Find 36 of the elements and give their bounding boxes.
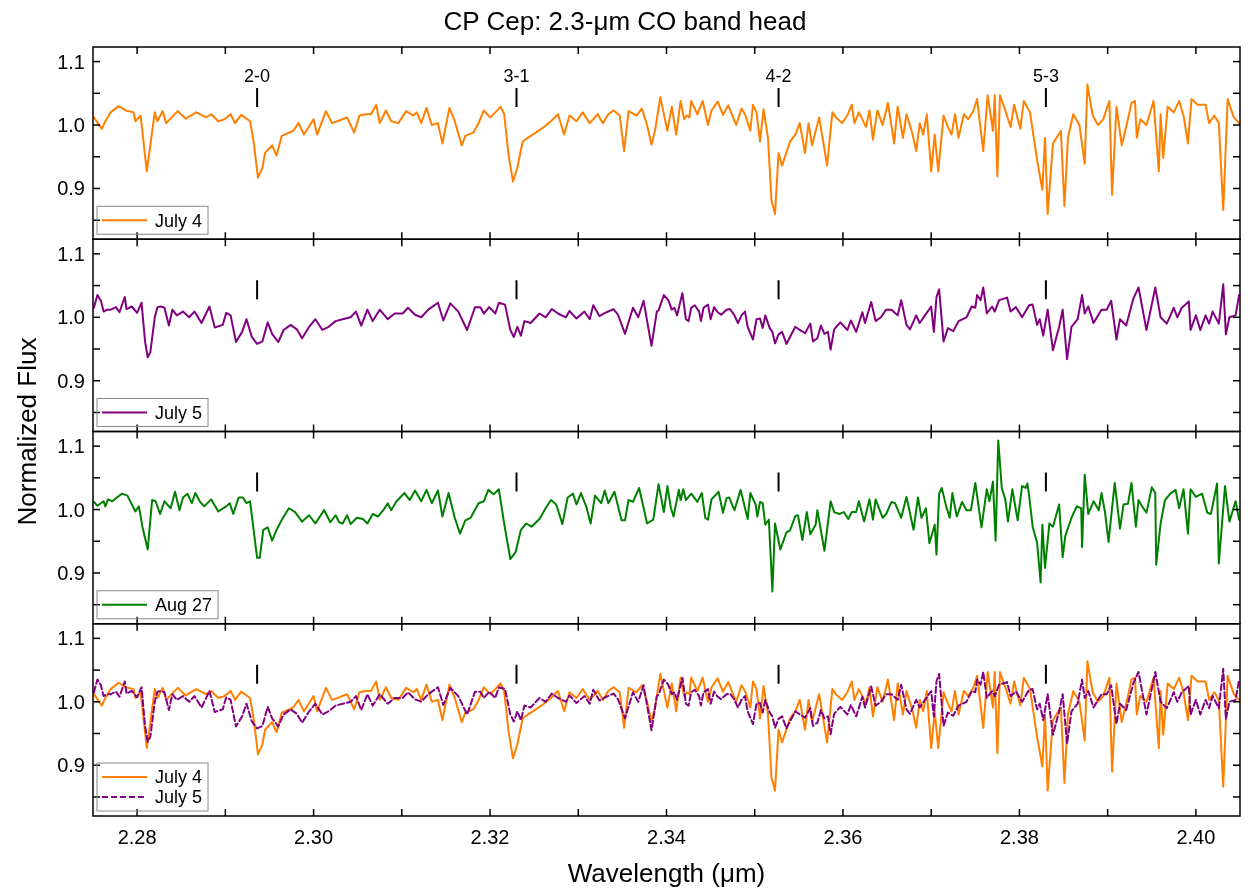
legend-label: July 4 — [155, 210, 203, 231]
x-tick-label: 2.32 — [470, 826, 510, 848]
annotation: 5-3 — [1032, 66, 1059, 87]
y-tick-label: 0.9 — [57, 177, 85, 200]
line-series — [93, 439, 1240, 593]
x-tick-label: 2.36 — [823, 826, 863, 848]
legend-label: July 5 — [155, 787, 203, 808]
line-series — [93, 667, 1240, 745]
annotation: 4-2 — [765, 66, 792, 87]
x-tick-label: 2.28 — [117, 826, 157, 848]
x-tick-label: 2.34 — [647, 826, 686, 848]
x-tick-label: 2.40 — [1176, 826, 1216, 848]
annotation: 2-0 — [244, 66, 271, 87]
x-tick-label: 2.38 — [999, 826, 1039, 848]
legend-label: July 4 — [155, 767, 203, 788]
chart-title: CP Cep: 2.3-μm CO band head — [443, 6, 807, 36]
line-series — [93, 83, 1240, 215]
y-tick-label: 0.9 — [57, 754, 85, 777]
y-tick-label: 1.1 — [57, 242, 85, 265]
y-tick-label: 1.0 — [57, 306, 85, 329]
x-axis-title: Wavelength (μm) — [567, 858, 766, 888]
y-tick-label: 0.9 — [57, 561, 85, 584]
y-tick-label: 1.0 — [57, 690, 85, 713]
y-tick-label: 1.1 — [57, 435, 85, 458]
y-tick-label: 1.1 — [57, 50, 85, 73]
legend-label: July 5 — [155, 402, 203, 423]
y-tick-label: 0.9 — [57, 369, 85, 392]
y-axis-title: Normalized Flux — [12, 337, 42, 526]
y-tick-label: 1.0 — [57, 498, 85, 521]
legend-label: Aug 27 — [155, 595, 213, 616]
y-tick-label: 1.0 — [57, 114, 85, 137]
y-tick-label: 1.1 — [57, 627, 85, 650]
line-series — [93, 283, 1240, 361]
x-tick-label: 2.30 — [294, 826, 334, 848]
annotation: 3-1 — [503, 66, 530, 87]
line-series — [93, 660, 1240, 792]
